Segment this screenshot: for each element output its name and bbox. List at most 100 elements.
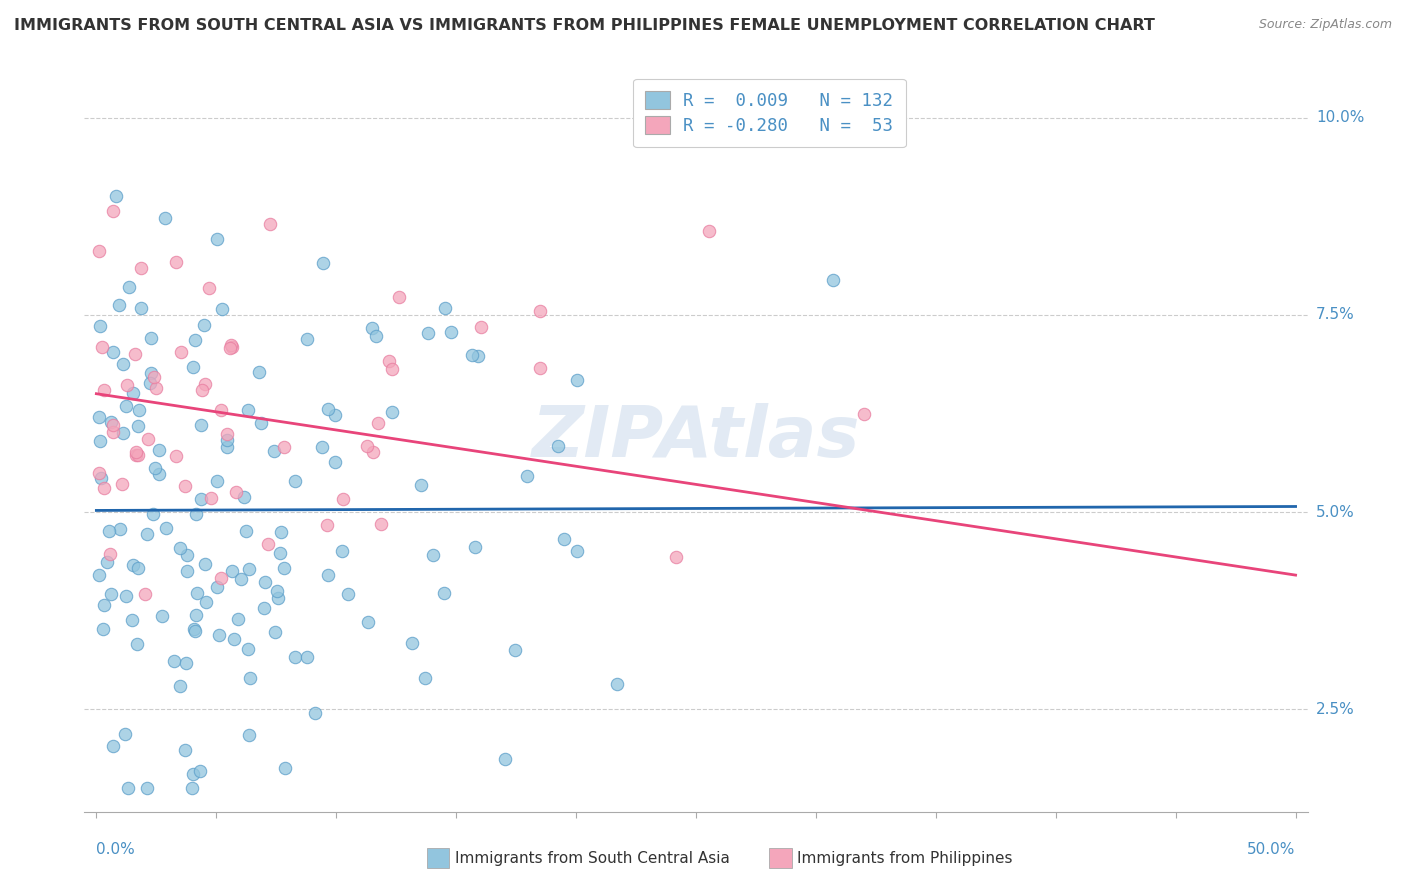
Point (217, 426, 239, 441)
Point (184, 624, 207, 639)
Point (461, 348, 484, 362)
Point (100, 587, 122, 601)
Point (325, 409, 347, 423)
Point (122, 386, 145, 401)
Point (125, 448, 148, 462)
Point (89, 319, 111, 334)
Point (181, 780, 204, 795)
Point (150, 609, 173, 624)
Point (118, 280, 141, 294)
Point (89, 568, 111, 582)
Point (416, 326, 439, 340)
Point (529, 361, 551, 376)
Point (295, 332, 318, 346)
Point (186, 508, 208, 522)
Point (494, 752, 516, 766)
Point (337, 587, 360, 601)
Point (236, 402, 259, 417)
Point (148, 467, 170, 482)
Point (360, 321, 382, 335)
Point (125, 636, 148, 650)
Point (253, 575, 276, 590)
Point (381, 362, 404, 376)
Point (93, 598, 115, 612)
Point (219, 338, 242, 352)
Point (114, 589, 136, 603)
Point (91, 622, 114, 636)
Point (239, 671, 262, 685)
Point (103, 418, 125, 433)
Point (181, 359, 204, 374)
Point (665, 549, 688, 564)
Point (87, 466, 110, 480)
Point (127, 419, 149, 434)
Point (259, 217, 281, 231)
Point (233, 490, 256, 504)
Point (90, 340, 112, 354)
Point (388, 290, 411, 304)
Point (188, 764, 211, 778)
Point (98, 524, 121, 538)
Point (135, 526, 157, 541)
Point (470, 319, 492, 334)
Point (316, 517, 339, 532)
Point (529, 303, 551, 318)
Point (169, 679, 191, 693)
Point (263, 444, 285, 458)
Text: 50.0%: 50.0% (1247, 842, 1295, 857)
Text: 0.0%: 0.0% (97, 842, 135, 857)
Point (129, 301, 152, 315)
Point (273, 440, 295, 454)
Point (190, 383, 212, 397)
Point (264, 625, 287, 640)
Point (165, 449, 187, 463)
Point (226, 612, 249, 626)
Point (148, 443, 170, 458)
Point (155, 521, 177, 535)
Point (219, 341, 242, 355)
Point (316, 401, 339, 416)
Point (122, 558, 145, 572)
Text: 5.0%: 5.0% (1316, 505, 1354, 519)
Point (356, 439, 378, 453)
Point (111, 477, 134, 491)
Point (211, 301, 233, 316)
Point (173, 743, 195, 757)
Text: 10.0%: 10.0% (1316, 110, 1364, 125)
Point (127, 561, 149, 575)
Point (467, 350, 489, 364)
Point (117, 780, 139, 795)
Point (567, 544, 589, 558)
Point (312, 256, 335, 270)
Point (114, 727, 136, 741)
Point (136, 432, 159, 446)
Point (238, 728, 260, 742)
Point (124, 347, 146, 361)
Point (235, 524, 257, 539)
Point (401, 635, 423, 649)
Point (207, 232, 229, 246)
Point (209, 403, 232, 417)
Text: Immigrants from Philippines: Immigrants from Philippines (797, 851, 1012, 865)
Point (323, 455, 346, 469)
Point (316, 567, 339, 582)
Point (229, 572, 252, 586)
Text: Immigrants from South Central Asia: Immigrants from South Central Asia (456, 851, 730, 865)
Point (433, 585, 456, 599)
Point (195, 595, 218, 609)
Point (433, 301, 456, 315)
Point (304, 706, 326, 720)
Point (176, 564, 198, 578)
Point (101, 425, 124, 439)
Point (440, 325, 463, 339)
Point (93, 384, 115, 398)
Point (225, 485, 247, 500)
Point (311, 440, 333, 454)
Point (250, 416, 273, 430)
Point (215, 433, 238, 447)
Point (139, 376, 162, 390)
Point (153, 211, 176, 226)
Point (169, 541, 191, 556)
Point (93, 481, 115, 495)
Point (87, 244, 110, 258)
